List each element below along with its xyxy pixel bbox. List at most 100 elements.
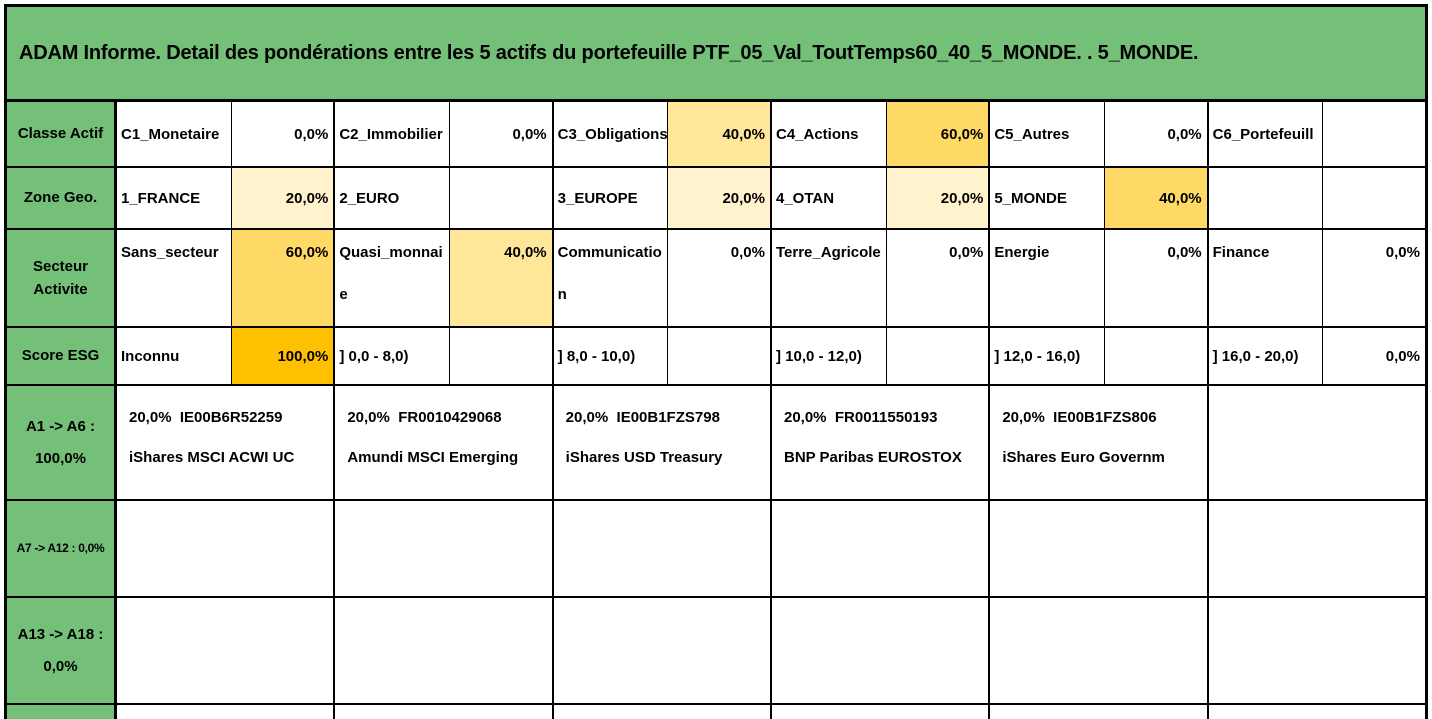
cell-name[interactable]: ] 10,0 - 12,0): [772, 328, 887, 384]
cell-value[interactable]: 0,0%: [1385, 244, 1420, 261]
asset-cell-5[interactable]: [990, 501, 1209, 596]
row-label-score-esg[interactable]: Score ESG: [7, 328, 117, 384]
cell-value[interactable]: [1323, 102, 1425, 166]
cell-name[interactable]: 3_EUROPE: [554, 168, 669, 228]
asset-weight-isin: 20,0% FR0011550193: [783, 409, 938, 426]
cell-name[interactable]: C4_Actions: [772, 102, 887, 166]
cell-name[interactable]: Energie: [990, 230, 1105, 326]
cell-name[interactable]: C1_Monetaire: [117, 102, 232, 166]
title-band: ADAM Informe. Detail des pondérations en…: [7, 7, 1425, 102]
cell-value[interactable]: 40,0%: [1104, 168, 1207, 228]
cell-name[interactable]: Finance: [1209, 230, 1324, 326]
cell-esg-5: ] 12,0 - 16,0): [990, 328, 1209, 384]
asset-weight-isin: 20,0% IE00B6R52259: [129, 409, 283, 426]
cell-esg-2: ] 0,0 - 8,0): [335, 328, 554, 384]
cell-secteur-1: Sans_secteur 60,0%: [117, 230, 336, 326]
cell-c4: C4_Actions 60,0%: [772, 102, 991, 166]
cell-esg-1: Inconnu 100,0%: [117, 328, 336, 384]
asset-name: iShares Euro Governm: [1002, 449, 1165, 466]
cell-zone-3: 3_EUROPE 20,0%: [554, 168, 772, 228]
asset-cell-1[interactable]: 20,0% IE00B6R52259 iShares MSCI ACWI UC: [117, 386, 336, 499]
cell-name[interactable]: ] 12,0 - 16,0): [990, 328, 1105, 384]
row-label-classe-actif[interactable]: Classe Actif: [7, 102, 117, 166]
cell-value[interactable]: 20,0%: [231, 168, 334, 228]
cell-name[interactable]: ] 0,0 - 8,0): [335, 328, 450, 384]
cell-value[interactable]: 0,0%: [512, 125, 547, 143]
asset-weight-isin: 20,0% IE00B1FZS798: [565, 409, 720, 426]
cell-name[interactable]: C6_Portefeuill: [1209, 102, 1324, 166]
cell-name[interactable]: 1_FRANCE: [117, 168, 232, 228]
cell-value[interactable]: 0,0%: [1167, 244, 1202, 261]
cell-secteur-2: Quasi_monnaie 40,0%: [335, 230, 554, 326]
cell-name[interactable]: [1209, 168, 1324, 228]
asset-cell-5[interactable]: 20,0% IE00B1FZS806 iShares Euro Governm: [990, 386, 1209, 499]
cell-name[interactable]: Inconnu: [117, 328, 232, 384]
row-partial: [7, 705, 1425, 719]
cell-secteur-4: Terre_Agricole 0,0%: [772, 230, 991, 326]
cell-name[interactable]: C3_Obligations: [554, 102, 669, 166]
cell-value[interactable]: [1323, 168, 1425, 228]
cell-value[interactable]: [668, 328, 770, 384]
asset-cell-6[interactable]: [1209, 386, 1425, 499]
cell-value[interactable]: 0,0%: [1385, 347, 1420, 365]
cell-name[interactable]: 2_EURO: [335, 168, 450, 228]
row-label-a13-a18[interactable]: A13 -> A18 : 0,0%: [7, 598, 117, 703]
empty-cell: [335, 705, 554, 719]
cell-value[interactable]: 100,0%: [231, 328, 334, 384]
cell-value[interactable]: 60,0%: [231, 230, 334, 326]
cell-name[interactable]: Quasi_monnaie: [335, 230, 450, 326]
cell-name[interactable]: C2_Immobilier: [335, 102, 450, 166]
row-label-a7-a12[interactable]: A7 -> A12 : 0,0%: [7, 501, 117, 596]
cell-value[interactable]: [450, 328, 552, 384]
cell-value[interactable]: 0,0%: [1167, 125, 1202, 143]
asset-cell-2[interactable]: [335, 598, 554, 703]
row-label-secteur-activite[interactable]: Secteur Activite: [7, 230, 117, 326]
cell-value[interactable]: 0,0%: [730, 244, 765, 261]
asset-cell-3[interactable]: 20,0% IE00B1FZS798 iShares USD Treasury: [554, 386, 772, 499]
asset-cell-6[interactable]: [1209, 501, 1425, 596]
asset-cell-4[interactable]: 20,0% FR0011550193 BNP Paribas EUROSTOX: [772, 386, 991, 499]
cell-name[interactable]: ] 16,0 - 20,0): [1209, 328, 1324, 384]
asset-cell-5[interactable]: [990, 598, 1209, 703]
cell-secteur-5: Energie 0,0%: [990, 230, 1209, 326]
asset-cell-6[interactable]: [1209, 598, 1425, 703]
cell-name[interactable]: C5_Autres: [990, 102, 1105, 166]
cell-name[interactable]: Communication: [554, 230, 669, 326]
asset-name: BNP Paribas EUROSTOX: [783, 449, 962, 466]
cell-zone-5: 5_MONDE 40,0%: [990, 168, 1209, 228]
cell-value[interactable]: [1105, 328, 1207, 384]
cell-value[interactable]: 40,0%: [449, 230, 552, 326]
cell-esg-4: ] 10,0 - 12,0): [772, 328, 991, 384]
row-label-zone-geo[interactable]: Zone Geo.: [7, 168, 117, 228]
cell-c5: C5_Autres 0,0%: [990, 102, 1209, 166]
asset-cell-4[interactable]: [772, 598, 991, 703]
cell-name[interactable]: Terre_Agricole: [772, 230, 887, 326]
cell-value[interactable]: 20,0%: [886, 168, 989, 228]
asset-name: iShares MSCI ACWI UC: [129, 449, 295, 466]
cell-value[interactable]: 0,0%: [294, 125, 329, 143]
asset-weight-isin: 20,0% FR0010429068: [347, 409, 502, 426]
asset-cell-2[interactable]: [335, 501, 554, 596]
cell-value[interactable]: 20,0%: [668, 168, 770, 228]
row-secteur-activite: Secteur Activite Sans_secteur 60,0% Quas…: [7, 230, 1425, 328]
asset-cell-1[interactable]: [117, 598, 336, 703]
cell-name[interactable]: 4_OTAN: [772, 168, 887, 228]
cell-value[interactable]: 40,0%: [668, 102, 770, 166]
asset-cell-3[interactable]: [554, 501, 772, 596]
cell-value[interactable]: [887, 328, 989, 384]
cell-name[interactable]: ] 8,0 - 10,0): [554, 328, 669, 384]
cell-secteur-6: Finance 0,0%: [1209, 230, 1425, 326]
asset-cell-1[interactable]: [117, 501, 336, 596]
cell-name[interactable]: Sans_secteur: [117, 230, 232, 326]
asset-cell-2[interactable]: 20,0% FR0010429068 Amundi MSCI Emerging: [335, 386, 554, 499]
asset-cell-4[interactable]: [772, 501, 991, 596]
row-classe-actif: Classe Actif C1_Monetaire 0,0% C2_Immobi…: [7, 102, 1425, 168]
row-label-partial: [7, 705, 117, 719]
cell-value[interactable]: [450, 168, 552, 228]
cell-value[interactable]: 0,0%: [949, 244, 984, 261]
cell-value[interactable]: 60,0%: [886, 102, 989, 166]
asset-cell-3[interactable]: [554, 598, 772, 703]
cell-name[interactable]: 5_MONDE: [990, 168, 1105, 228]
cell-c6: C6_Portefeuill: [1209, 102, 1425, 166]
row-label-a1-a6[interactable]: A1 -> A6 : 100,0%: [7, 386, 117, 499]
